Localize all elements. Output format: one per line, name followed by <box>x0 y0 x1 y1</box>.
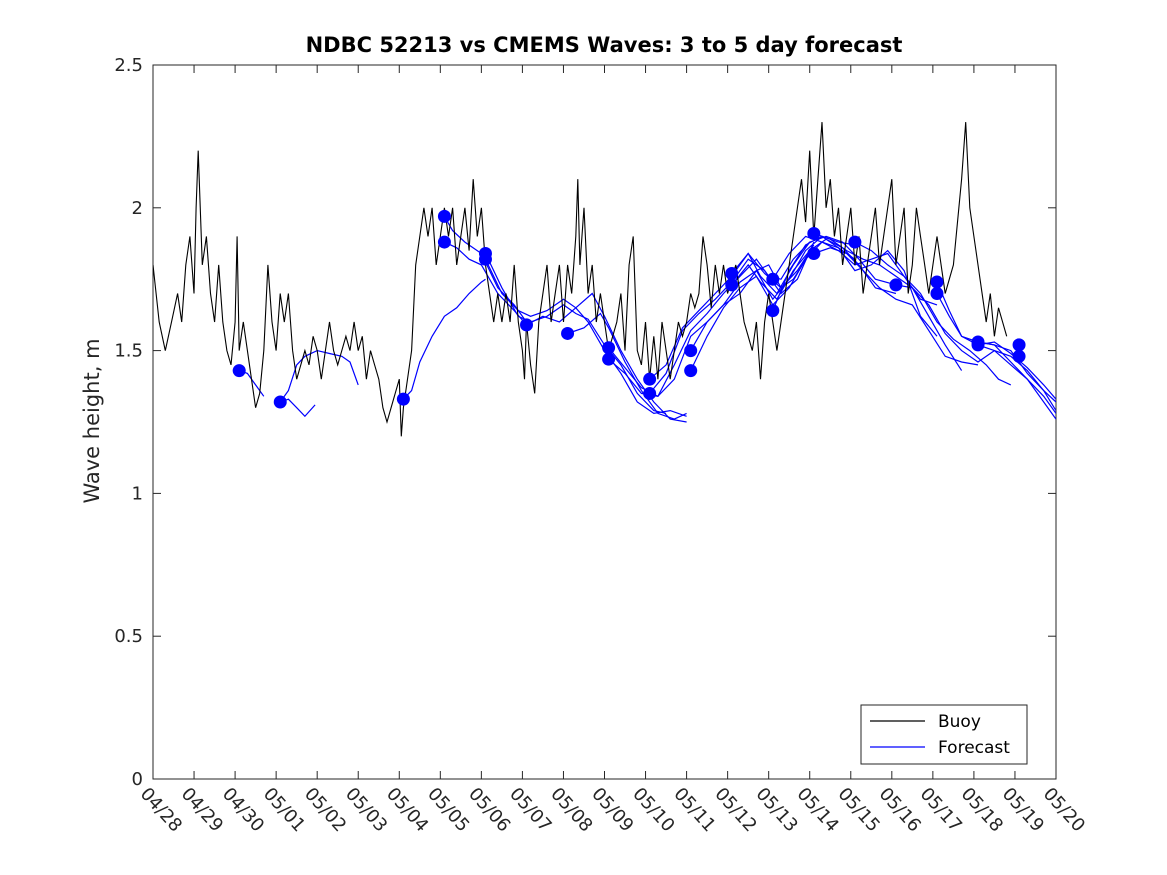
forecast-marker-26 <box>971 338 985 352</box>
forecast-marker-14 <box>684 364 698 378</box>
forecast-marker-13 <box>684 344 698 358</box>
forecast-marker-10 <box>602 352 616 366</box>
forecast-marker-17 <box>766 272 780 286</box>
forecast-marker-18 <box>766 304 780 318</box>
y-tick-label-5: 2.5 <box>114 55 143 76</box>
forecast-marker-24 <box>930 286 944 300</box>
forecast-marker-4 <box>437 235 451 249</box>
forecast-marker-12 <box>643 386 657 400</box>
forecast-marker-23 <box>930 275 944 289</box>
forecast-marker-22 <box>889 278 903 292</box>
legend: Buoy Forecast <box>860 704 1028 765</box>
forecast-line-23 <box>895 284 1056 420</box>
forecast-marker-15 <box>725 266 739 280</box>
legend-buoy-label: Buoy <box>938 712 981 732</box>
plot-area <box>152 64 1057 780</box>
forecast-marker-20 <box>807 246 821 260</box>
forecast-marker-19 <box>807 227 821 241</box>
forecast-line-9 <box>567 312 687 420</box>
forecast-line-20 <box>813 232 963 371</box>
forecast-marker-11 <box>643 372 657 386</box>
forecast-marker-27 <box>1012 338 1026 352</box>
forecast-marker-8 <box>561 326 575 340</box>
forecast-line-7 <box>484 258 687 417</box>
forecast-line-3 <box>402 278 486 400</box>
forecast-line-22 <box>854 241 1012 386</box>
y-tick-label-2: 1 <box>132 483 143 504</box>
forecast-marker-0 <box>232 364 246 378</box>
forecast-marker-1 <box>273 395 287 409</box>
legend-forecast-label: Forecast <box>938 738 1010 758</box>
y-tick-label-1: 0.5 <box>114 626 143 647</box>
y-axis-label: Wave height, m <box>80 338 104 503</box>
chart-title: NDBC 52213 vs CMEMS Waves: 3 to 5 day fo… <box>306 33 903 57</box>
forecast-marker-7 <box>520 318 534 332</box>
legend-box <box>860 704 1028 765</box>
y-tick-label-4: 2 <box>132 198 143 219</box>
forecast-line-24 <box>936 281 1056 411</box>
y-tick-label-0: 0 <box>132 769 143 790</box>
forecast-marker-6 <box>478 252 492 266</box>
y-tick-label-3: 1.5 <box>114 341 143 362</box>
forecast-marker-3 <box>437 209 451 223</box>
y-axis-ticks: 0 0.5 1 1.5 2 2.5 <box>114 55 1056 790</box>
forecast-marker-28 <box>1012 349 1026 363</box>
forecast-marker-2 <box>396 392 410 406</box>
axes-box <box>152 64 1057 780</box>
forecast-line-8 <box>526 292 687 423</box>
forecast-line-5 <box>444 241 527 326</box>
buoy-line <box>153 122 1008 437</box>
forecast-marker-21 <box>848 235 862 249</box>
forecast-marker-16 <box>725 278 739 292</box>
forecast-marker-9 <box>602 341 616 355</box>
